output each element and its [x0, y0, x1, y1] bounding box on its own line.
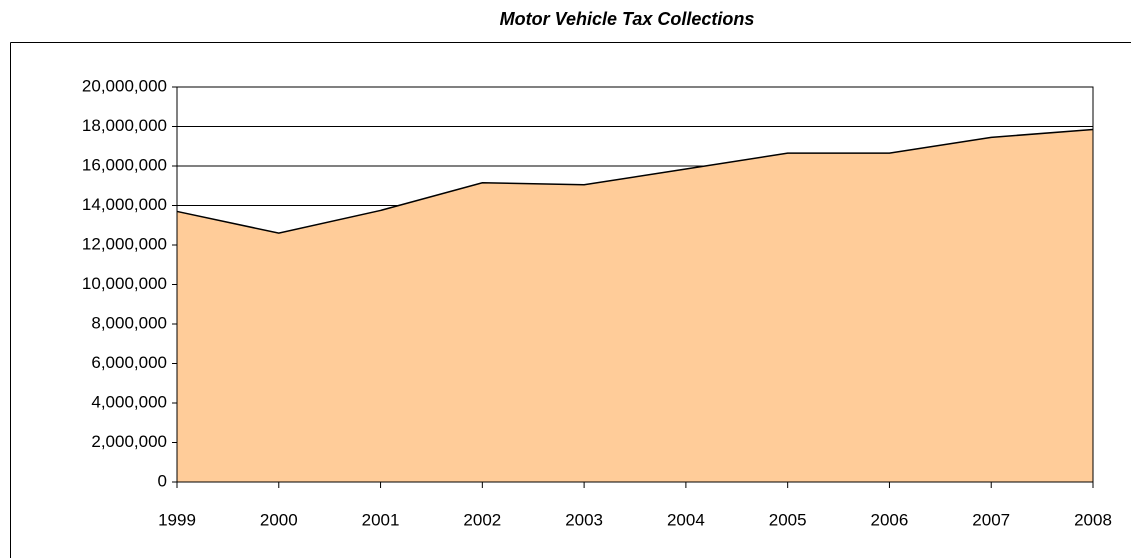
y-tick-label: 2,000,000	[91, 432, 167, 451]
y-tick-label: 0	[158, 471, 167, 490]
x-tick-label: 1999	[158, 510, 196, 529]
y-tick-label: 18,000,000	[82, 116, 167, 135]
x-tick-label: 2001	[362, 510, 400, 529]
x-tick-label: 2005	[769, 510, 807, 529]
y-tick-label: 8,000,000	[91, 313, 167, 332]
area-line	[176, 128, 1094, 234]
y-tick-label: 12,000,000	[82, 234, 167, 253]
x-tick-label: 2002	[463, 510, 501, 529]
x-tick-label: 2003	[565, 510, 603, 529]
y-tick-label: 14,000,000	[82, 195, 167, 214]
y-tick-label: 16,000,000	[82, 155, 167, 174]
plot-border	[176, 86, 1094, 483]
x-tick-label: 2008	[1074, 510, 1112, 529]
chart-title: Motor Vehicle Tax Collections	[500, 9, 755, 29]
y-tick-label: 4,000,000	[91, 392, 167, 411]
y-tick-label: 6,000,000	[91, 353, 167, 372]
x-tick-label: 2004	[667, 510, 705, 529]
x-tick-label: 2007	[972, 510, 1010, 529]
area	[177, 129, 1093, 482]
x-tick-label: 2006	[871, 510, 909, 529]
x-tick-label: 2000	[260, 510, 298, 529]
y-tick-label: 20,000,000	[82, 76, 167, 95]
y-tick-label: 10,000,000	[82, 274, 167, 293]
